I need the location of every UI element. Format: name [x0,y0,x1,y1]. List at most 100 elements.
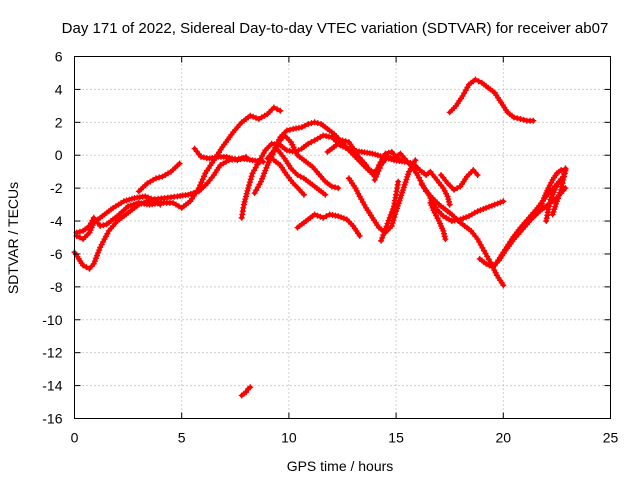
data-point [229,155,236,162]
y-tick-label: -12 [42,345,62,361]
data-point [558,186,565,193]
data-point [185,191,192,198]
data-point [335,185,342,192]
x-tick-label: 20 [496,430,512,446]
data-point [223,153,230,160]
data-point [142,193,149,200]
data-point [145,194,152,201]
data-point [246,179,253,186]
y-tick-label: -14 [42,378,62,394]
data-point [400,184,407,191]
data-point [125,203,132,210]
data-point [283,127,290,134]
data-point [261,170,268,177]
data-point [397,157,404,164]
y-tick-label: -16 [42,411,62,427]
x-tick-label: 15 [388,430,404,446]
data-point [298,124,305,131]
data-point [497,199,504,206]
y-axis-label: SDTVAR / TECUs [5,182,21,294]
data-point [371,176,378,183]
data-point [403,176,410,183]
data-point [260,173,267,180]
data-point [560,176,567,183]
data-point [100,222,107,229]
data-point [332,184,338,191]
x-tick-label: 25 [603,430,619,446]
data-point [475,78,482,85]
data-point [395,178,402,185]
data-point [536,206,543,213]
data-point [305,140,312,147]
data-point [237,156,244,163]
data-point [483,260,490,267]
data-point [477,207,484,214]
data-point [556,192,562,199]
data-point [244,187,251,194]
data-point [398,192,405,199]
data-point [153,175,159,182]
data-point [339,137,346,144]
data-point [486,262,493,269]
data-point [148,195,154,202]
data-point [441,233,448,240]
data-point [123,197,130,204]
data-point [488,202,495,209]
data-point [491,201,498,208]
data-point [234,157,241,164]
data-point [199,176,206,183]
data-point [226,154,233,161]
data-point [500,198,507,205]
data-point [300,191,307,198]
data-point [386,214,393,221]
data-point [441,230,447,237]
data-point [562,167,569,173]
data-point [561,170,568,177]
data-point [480,206,487,212]
data-point [546,203,552,210]
data-point [265,159,272,166]
data-point [92,255,99,262]
series-arc-9 [270,157,307,198]
data-point [546,199,553,206]
data-point [76,228,83,235]
data-point [323,213,330,220]
data-point [253,114,259,121]
data-point [274,106,281,113]
data-point [483,204,490,211]
data-point [374,152,381,159]
data-layer [71,76,569,399]
series-arc-25 [549,167,569,218]
data-point [376,165,383,172]
data-point [338,214,345,221]
data-point [511,114,517,121]
series-arc-19 [438,167,481,193]
data-point [133,200,140,207]
data-point [91,258,98,265]
data-point [372,173,379,180]
data-point [552,203,559,210]
data-point [263,164,270,171]
data-point [240,201,247,208]
data-point [530,117,537,124]
data-point [555,195,561,202]
data-point [384,220,391,227]
data-point [378,237,385,244]
data-point [201,173,207,180]
series-arc-3 [73,104,284,236]
data-point [277,107,284,114]
data-point [494,200,501,207]
data-point [314,212,321,219]
data-point [294,172,301,178]
series-trace [447,77,536,123]
data-point [243,389,249,396]
data-point [342,138,349,145]
data-point [240,155,247,161]
data-point [517,116,524,122]
data-point [297,173,304,180]
data-point [557,189,564,196]
data-point [195,185,202,192]
data-point [391,214,398,221]
data-point [76,234,83,241]
series-arc-20 [446,76,537,124]
